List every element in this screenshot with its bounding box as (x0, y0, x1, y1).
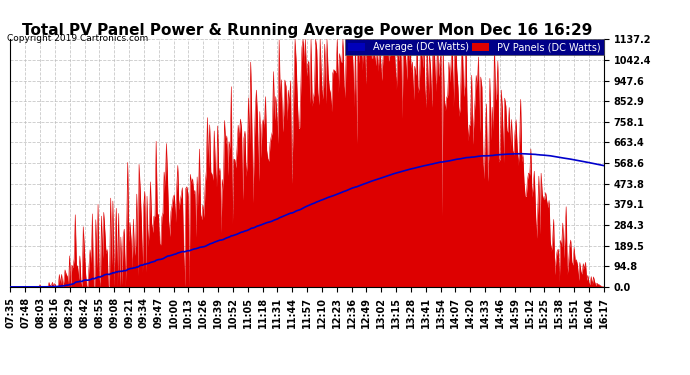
Title: Total PV Panel Power & Running Average Power Mon Dec 16 16:29: Total PV Panel Power & Running Average P… (22, 23, 592, 38)
Legend: Average (DC Watts), PV Panels (DC Watts): Average (DC Watts), PV Panels (DC Watts) (345, 39, 604, 55)
Text: Copyright 2019 Cartronics.com: Copyright 2019 Cartronics.com (7, 34, 148, 43)
